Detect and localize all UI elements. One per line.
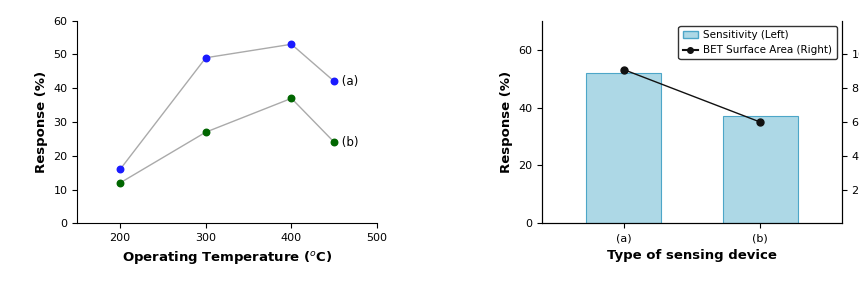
Bar <box>722 116 797 223</box>
X-axis label: Type of sensing device: Type of sensing device <box>607 249 777 262</box>
Y-axis label: Response (%): Response (%) <box>35 71 48 173</box>
Point <box>199 55 213 60</box>
Bar <box>587 73 661 223</box>
Point <box>284 42 298 46</box>
Point <box>113 181 127 185</box>
Point <box>327 140 341 145</box>
Point <box>199 130 213 135</box>
Legend: Sensitivity (Left), BET Surface Area (Right): Sensitivity (Left), BET Surface Area (Ri… <box>679 26 837 59</box>
Point <box>113 167 127 172</box>
Point <box>327 79 341 84</box>
Y-axis label: Response (%): Response (%) <box>500 71 513 173</box>
Text: (a): (a) <box>338 75 358 88</box>
Text: (b): (b) <box>338 136 358 149</box>
X-axis label: Operating Temperature ($^o$C): Operating Temperature ($^o$C) <box>122 249 332 266</box>
Point <box>284 96 298 101</box>
